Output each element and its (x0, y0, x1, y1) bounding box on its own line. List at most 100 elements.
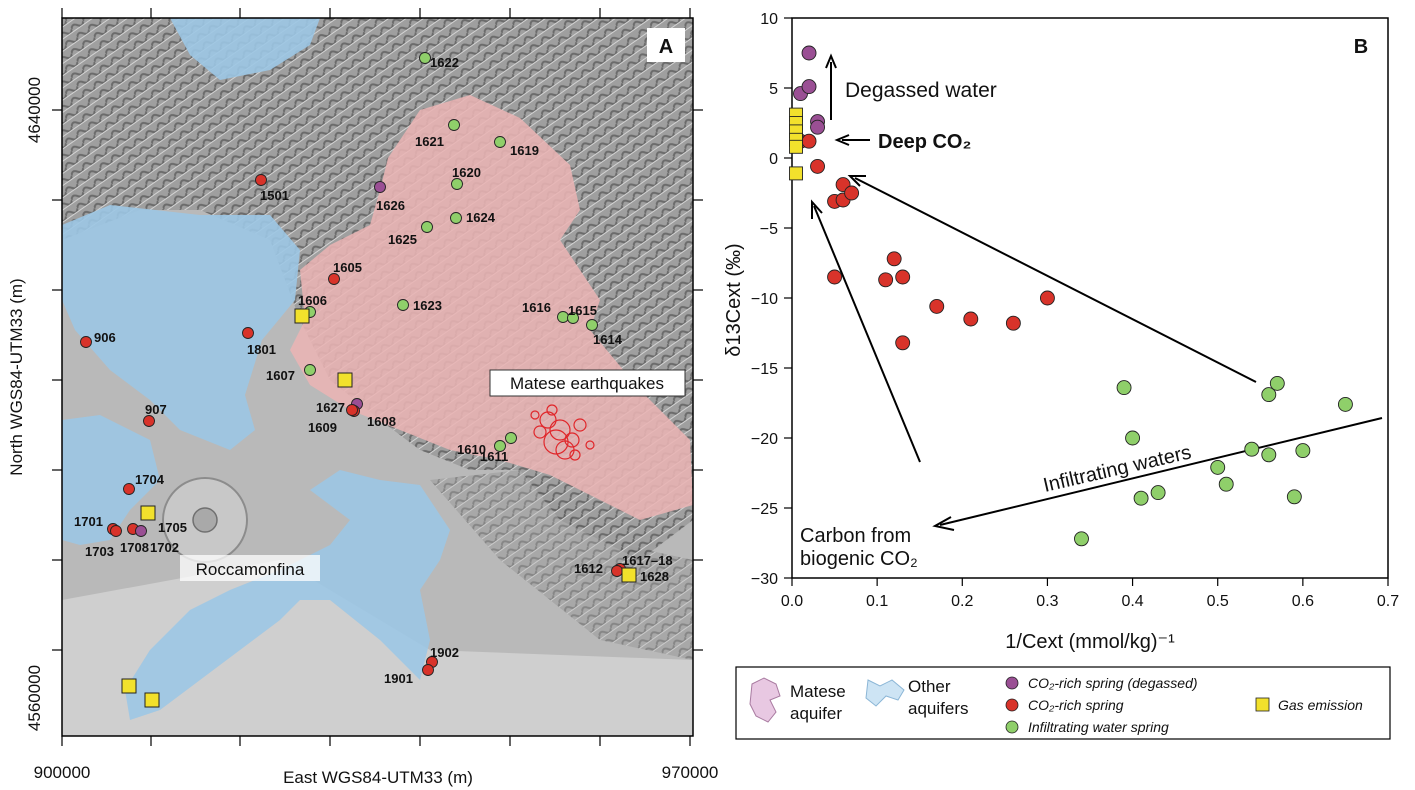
annotation-arrows (811, 53, 1383, 531)
degassed-spring-point (801, 45, 817, 61)
infiltrating-spring-point (1125, 430, 1141, 446)
chart-panel: 0.0 0.1 0.2 0.3 0.4 0.5 0.6 0.7 10 5 0 −5 −10 −15 −20 −… (723, 11, 1399, 653)
y-tick-label: −20 (751, 431, 778, 448)
legend: Matese aquifer Other aquifers CO₂-rich s… (735, 666, 1391, 740)
map-site-label: 1616 (522, 300, 551, 315)
x-tick-label: 0.1 (866, 593, 888, 610)
co2-spring-point (1039, 290, 1055, 306)
other-aquifer-south (125, 470, 450, 720)
co2-spring-point (895, 335, 911, 351)
y-tick-label: 5 (769, 81, 778, 98)
map-site-label: 1703 (85, 544, 114, 559)
map-spring-site (451, 178, 463, 190)
map-spring-site (80, 336, 92, 348)
panel-label-b: B (1354, 36, 1368, 58)
map-site-label: 1628 (640, 569, 669, 584)
map-spring-site (422, 664, 434, 676)
co2-spring-point (801, 133, 817, 149)
map-site-label: 1605 (333, 260, 362, 275)
y-tick-label: −25 (751, 501, 778, 518)
panel-label-a: A (659, 36, 673, 58)
map-spring-site (346, 404, 358, 416)
legend-co2-label: CO₂-rich spring (1028, 697, 1124, 713)
legend-other-line2: aquifers (908, 699, 968, 718)
co2-spring-point (929, 298, 945, 314)
map-spring-site (255, 174, 267, 186)
map-site-label: 1623 (413, 298, 442, 313)
map-ticks (52, 8, 703, 746)
roccamonfina-label-bg (180, 555, 320, 581)
map-site-label: 1622 (430, 55, 459, 70)
y-tick-label: 10 (760, 11, 778, 28)
map-site-label: 1501 (260, 188, 289, 203)
legend-co2-marker (1005, 698, 1019, 712)
infiltrating-spring-point (1150, 485, 1166, 501)
map-spring-site (123, 483, 135, 495)
co2-spring-point (886, 251, 902, 267)
legend-matese-swatch (749, 677, 781, 723)
other-aquifer-southwest (62, 415, 160, 545)
legend-box (735, 666, 1391, 740)
relief-shading-south (430, 470, 693, 660)
earthquakes-label: Matese earthquakes (510, 374, 664, 393)
legend-infiltrating-label: Infiltrating water spring (1028, 719, 1169, 735)
map-spring-site (304, 364, 316, 376)
x-tick-label: 0.2 (951, 593, 973, 610)
co2-spring-point (810, 158, 825, 174)
map-site-label: 1606 (298, 293, 327, 308)
infiltrating-spring-point (1337, 396, 1353, 412)
legend-degassed-label: CO₂-rich spring (degassed) (1028, 675, 1198, 691)
degassed-spring-point (801, 79, 817, 95)
map-spring-site (419, 52, 431, 64)
map-x-axis-title: East WGS84-UTM33 (m) (283, 768, 473, 787)
y-tick-label: −30 (751, 571, 778, 588)
legend-gas-marker (1255, 697, 1270, 712)
map-x-tick-label: 900000 (34, 763, 91, 782)
map-spring-site (397, 299, 409, 311)
y-axis-title: δ13Cext (‰) (723, 243, 745, 356)
annotation-biogenic-line1: Carbon from (800, 525, 911, 547)
map-site-label: 1704 (135, 472, 165, 487)
infiltrating-spring-point (1133, 490, 1149, 506)
map-site-label: 1612 (574, 561, 603, 576)
infiltrating-spring-point (1244, 441, 1260, 457)
map-site-label: 1608 (367, 414, 396, 429)
other-aquifer-north (170, 18, 320, 80)
y-tick-label: −15 (751, 361, 778, 378)
map-spring-site (494, 440, 506, 452)
map-spring-site (450, 212, 462, 224)
map-site-label: 1611 (480, 449, 508, 464)
map-site-label: 1902 (430, 645, 459, 660)
map-site-label: 1620 (452, 165, 481, 180)
map-gas-site (294, 308, 310, 324)
degassed-spring-point (810, 119, 825, 135)
panel-label-box-b (1343, 28, 1379, 62)
annotation-biogenic-line2: biogenic CO₂ (800, 548, 918, 570)
earthquake-cluster (530, 404, 595, 461)
legend-matese-line2: aquifer (790, 704, 842, 723)
legend-other-line1: Other (908, 677, 951, 696)
map-spring-site (242, 327, 254, 339)
map-site-label: 1705 (158, 520, 187, 535)
map-panel: 900000 970000 4640000 4560000 East WGS84… (7, 8, 718, 787)
annotation-degassed: Degassed water (845, 79, 997, 102)
map-site-label: 1627 (316, 400, 345, 415)
map-site-label: 1801 (247, 342, 276, 357)
map-site-label: 1624 (466, 210, 496, 225)
map-gas-site (144, 692, 160, 708)
map-site-label: 1610 (457, 442, 486, 457)
map-site-label: 1701 (74, 514, 103, 529)
infiltrating-spring-point (1295, 443, 1311, 459)
legend-infiltrating-marker (1005, 720, 1019, 734)
gas-emission-point (789, 166, 803, 181)
legend-gas-label: Gas emission (1278, 697, 1363, 713)
legend-degassed-marker (1005, 676, 1019, 690)
map-spring-site (505, 432, 517, 444)
legend-matese-line1: Matese (790, 682, 846, 701)
infiltrating-spring-point (1218, 476, 1234, 492)
map-site-label: 1619 (510, 143, 539, 158)
x-tick-label: 0.5 (1207, 593, 1229, 610)
map-y-tick-label: 4560000 (25, 665, 44, 731)
map-y-tick-label: 4640000 (25, 77, 44, 143)
x-axis-title: 1/Cext (mmol/kg)⁻¹ (1005, 631, 1175, 653)
